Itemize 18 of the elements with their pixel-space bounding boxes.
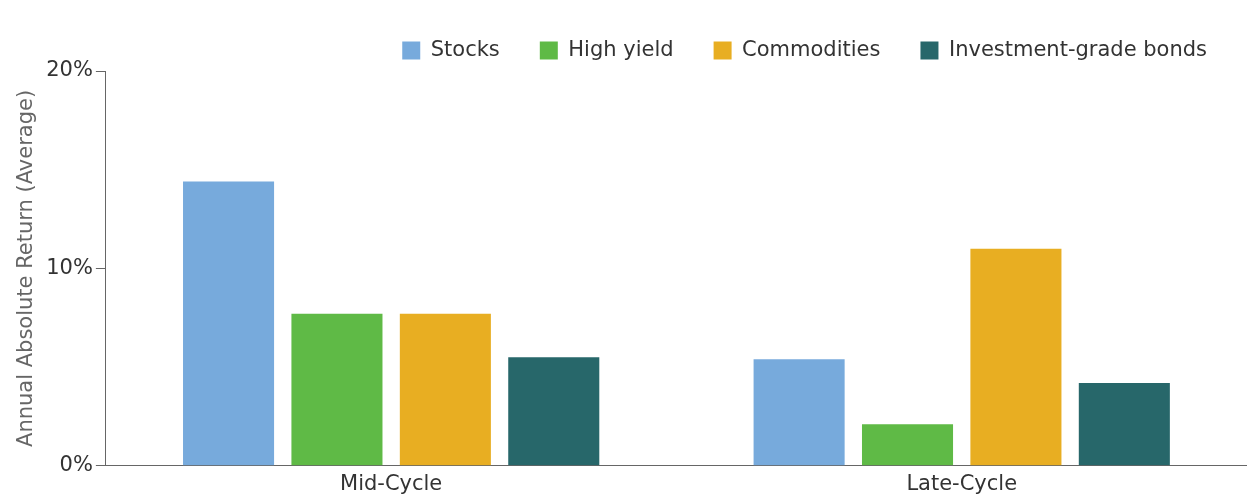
legend-label: Commodities [742, 36, 881, 61]
y-axis-title: Annual Absolute Return (Average) [13, 89, 38, 447]
bar [291, 313, 383, 466]
legend-label: High yield [568, 36, 674, 61]
bar [970, 248, 1062, 466]
x-tick-label: Mid-Cycle [340, 470, 443, 495]
legend-label: Stocks [430, 36, 500, 61]
x-tick-label: Late-Cycle [906, 470, 1018, 495]
bar [508, 357, 600, 466]
bar [183, 181, 275, 466]
y-tick-label: 10% [46, 254, 93, 279]
y-tick-label: 20% [46, 57, 93, 82]
bar [861, 424, 954, 466]
legend-label: Investment-grade bonds [948, 36, 1208, 61]
bar [1078, 382, 1170, 466]
bar [399, 313, 491, 466]
y-tick-label: 0% [59, 452, 93, 477]
bar [753, 359, 845, 466]
